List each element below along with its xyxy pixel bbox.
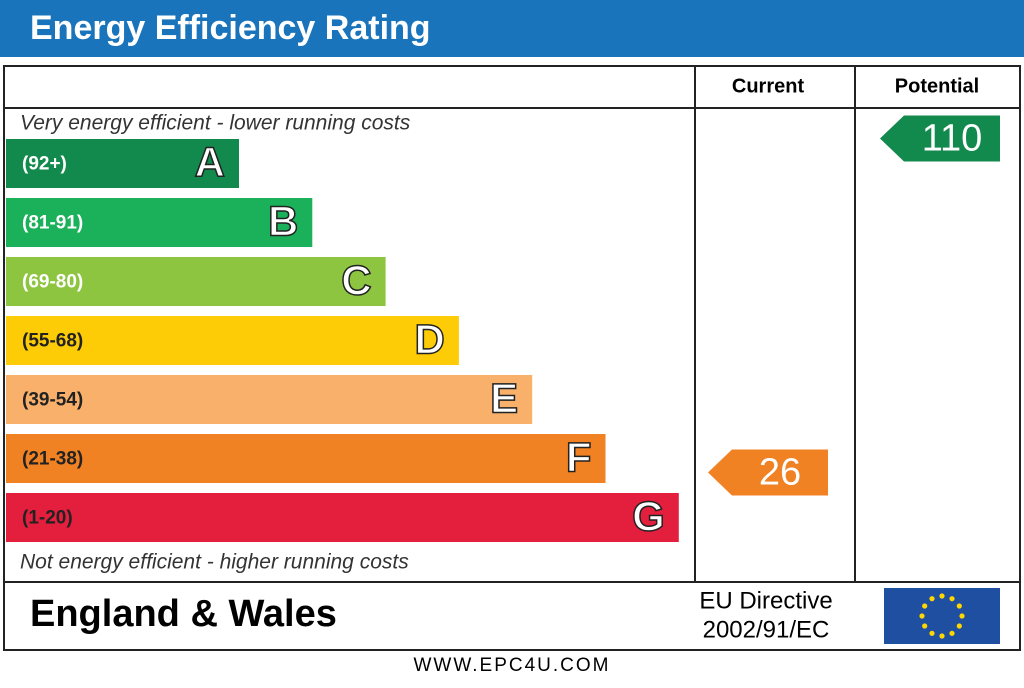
column-header: Current [732,75,805,97]
directive: EU Directive [699,587,832,614]
band [6,139,239,188]
band-letter: B [268,198,298,245]
flag-star [922,603,928,609]
band-letter: D [415,316,445,363]
band [6,375,533,424]
flag-star [929,630,935,636]
band-letter: F [566,434,592,481]
rating-arrow [708,449,828,496]
flag-star [919,613,925,619]
directive: 2002/91/EC [703,616,830,643]
header-bar [0,0,1024,57]
band-letter: A [195,139,225,186]
band [6,257,386,306]
flag-star [939,593,945,599]
band [6,434,606,483]
column-header: Potential [895,75,979,97]
flag-star [939,633,945,639]
flag-star [922,623,928,629]
band [6,198,313,247]
eu-flag [884,588,1000,644]
band-range: (55-68) [22,331,83,352]
bottom-note: Not energy efficient - higher running co… [20,551,409,574]
rating-arrow [880,115,1000,162]
band-letter: E [490,375,518,422]
flag-star [929,596,935,602]
flag-star [956,603,962,609]
website: WWW.EPC4U.COM [414,655,611,676]
band [6,493,679,542]
top-note: Very energy efficient - lower running co… [20,112,411,135]
flag-star [956,623,962,629]
band-letter: G [632,493,665,540]
band-range: (21-38) [22,449,83,470]
band-letter: C [341,257,371,304]
band-range: (69-80) [22,272,83,293]
title: Energy Efficiency Rating [30,9,431,47]
band-range: (92+) [22,154,67,175]
flag-star [949,630,955,636]
frame [3,65,1021,651]
band-range: (39-54) [22,390,83,411]
band [6,316,459,365]
flag-star [949,596,955,602]
band-range: (1-20) [22,508,73,529]
band-range: (81-91) [22,213,83,234]
region: England & Wales [30,593,337,635]
flag-star [959,613,965,619]
rating-value: 110 [922,118,983,160]
rating-value: 26 [759,452,801,494]
